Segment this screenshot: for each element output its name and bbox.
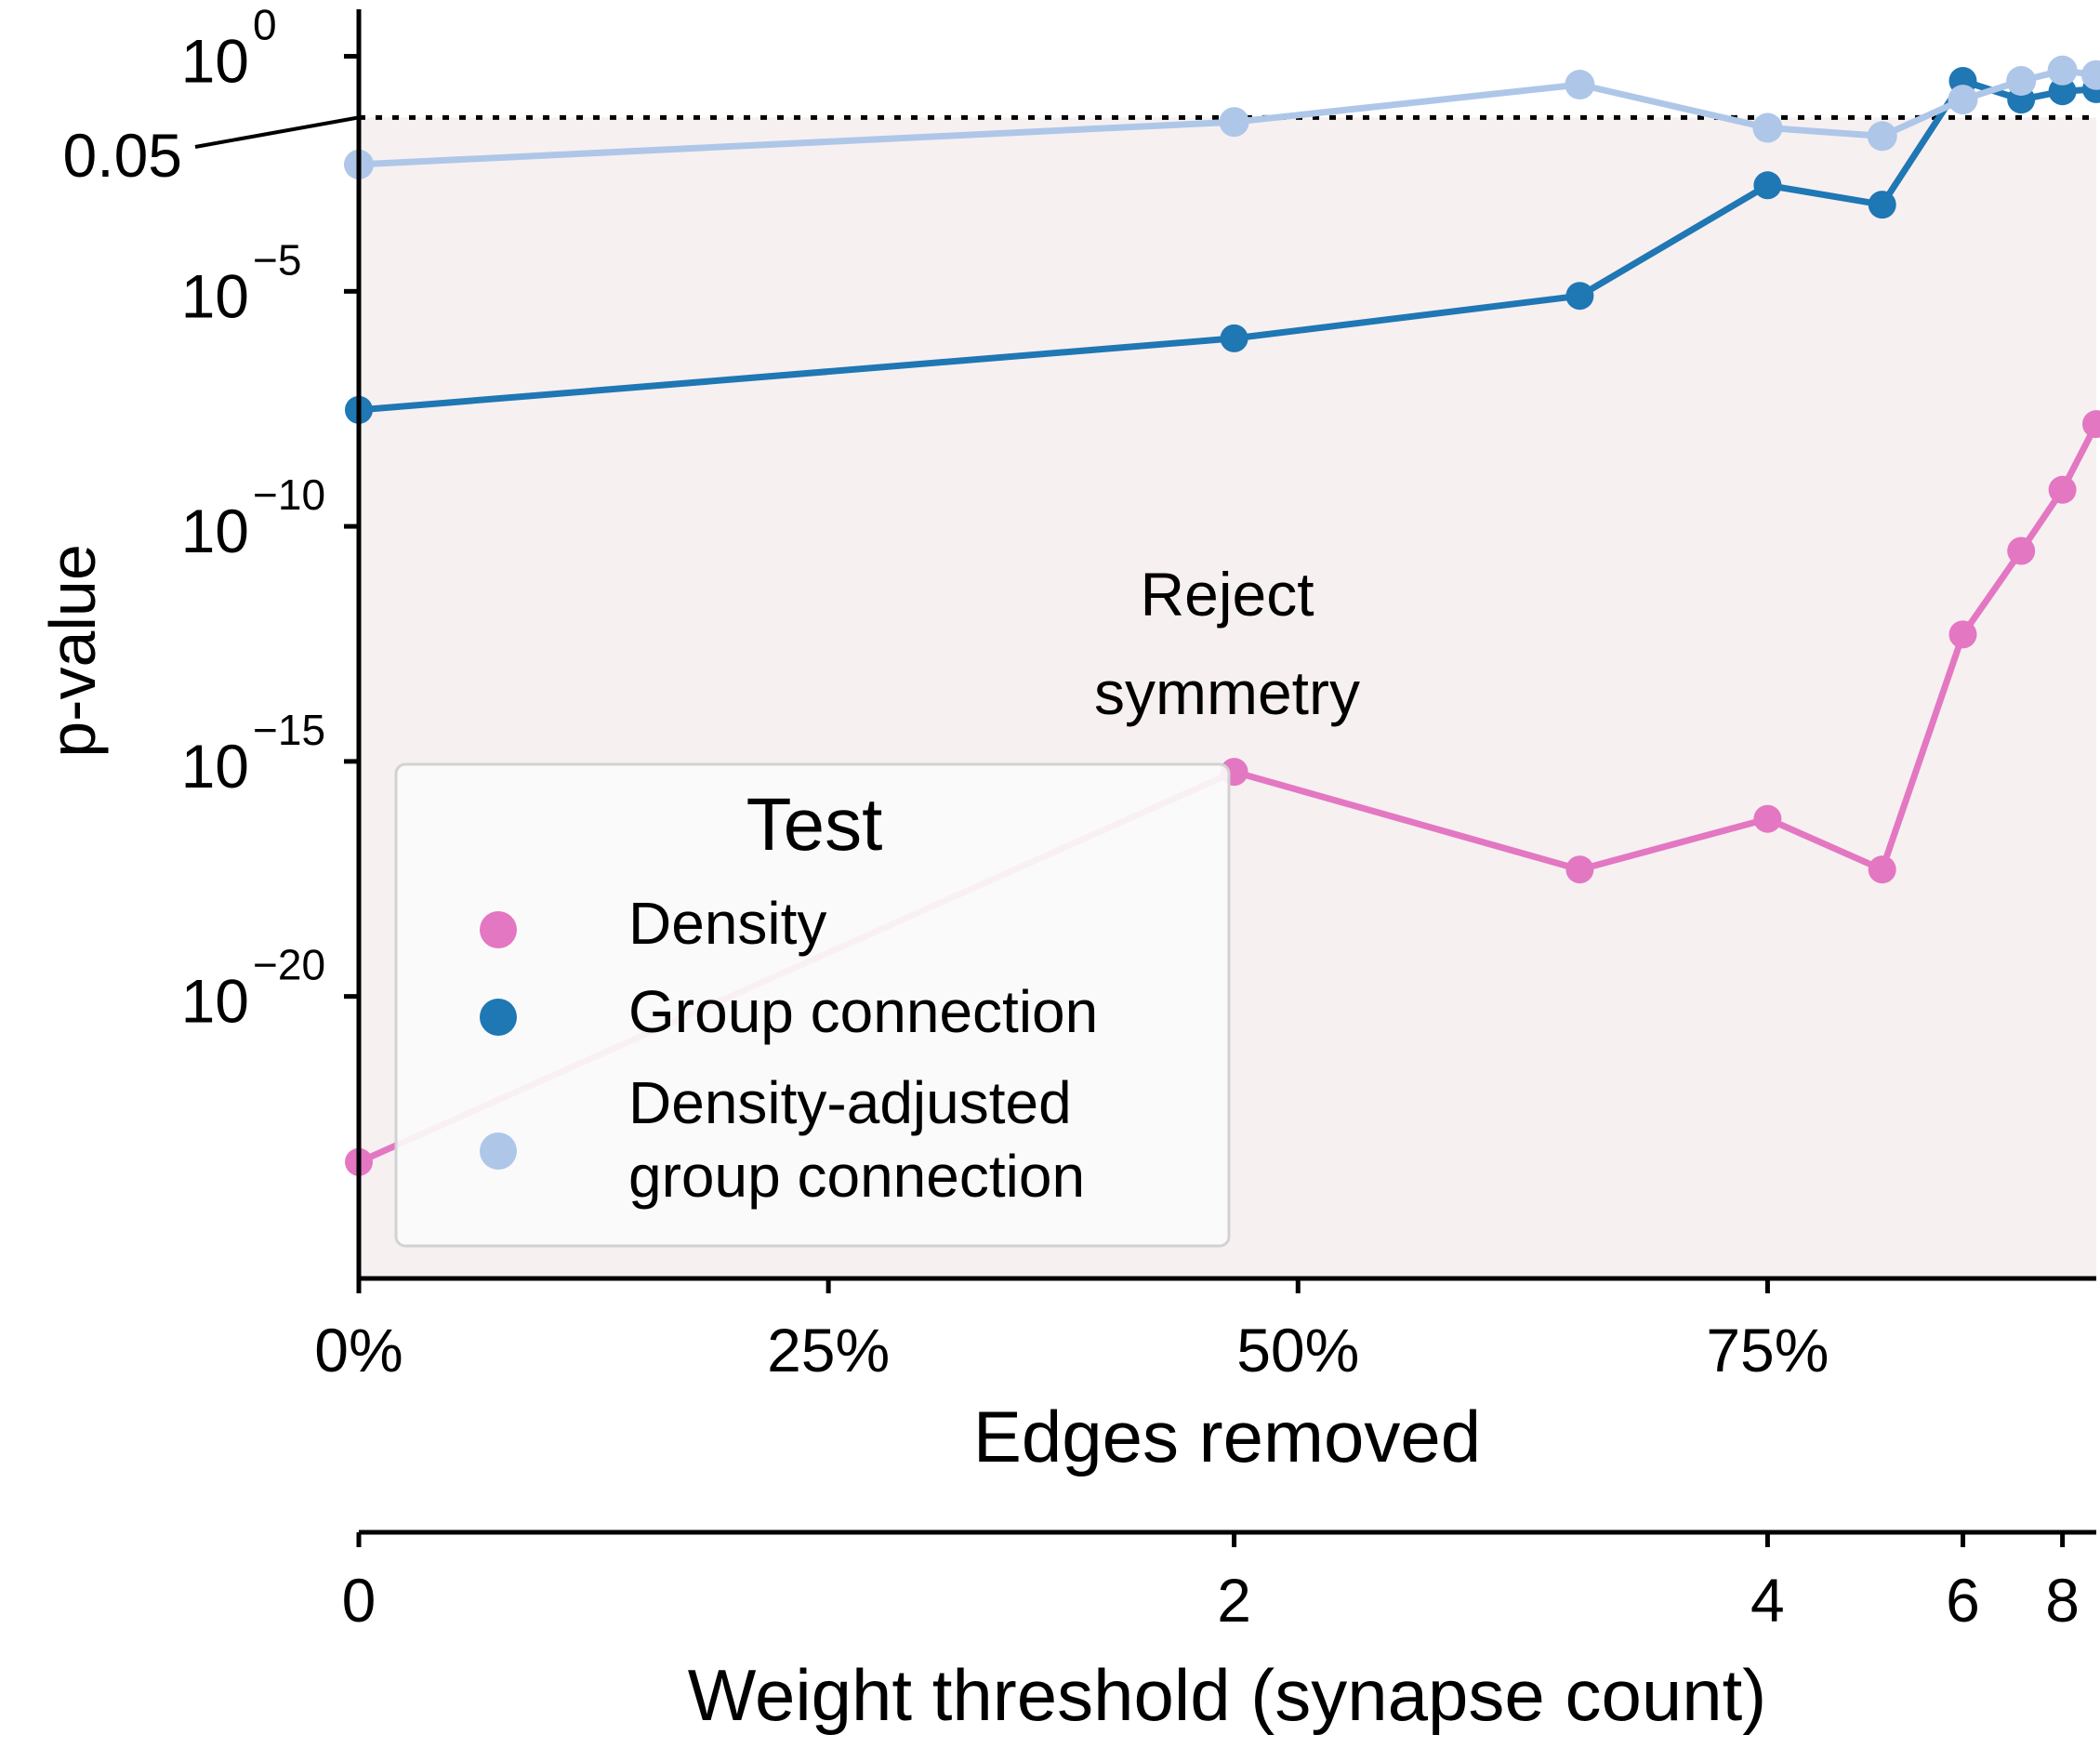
y-tick-exponent: −20 xyxy=(253,941,325,989)
data-point-density xyxy=(2048,475,2077,504)
data-point-density-adjusted-group-connection xyxy=(2006,66,2037,96)
series-layer xyxy=(344,55,2100,1176)
y-tick-exponent: −15 xyxy=(253,706,325,754)
data-point-group-connection xyxy=(1565,282,1594,311)
x-ticks: 0% 25% 50% 75% xyxy=(314,1278,1829,1384)
legend-label-density-adjusted: Density-adjusted xyxy=(628,1069,1072,1136)
x2-axis-label: Weight threshold (synapse count) xyxy=(688,1654,1767,1736)
x-tick-label: 25% xyxy=(767,1316,890,1384)
data-point-density-adjusted-group-connection xyxy=(1219,107,1249,138)
y-axis-label: p-value xyxy=(36,544,109,758)
legend-title: Test xyxy=(746,783,883,866)
data-point-density-adjusted-group-connection xyxy=(1752,113,1783,143)
data-point-density xyxy=(1948,620,1977,649)
x-tick-label: 75% xyxy=(1706,1316,1829,1384)
legend-marker-density xyxy=(480,911,517,948)
data-point-density xyxy=(1753,804,1782,833)
threshold-label: 0.05 xyxy=(63,121,182,190)
legend-box xyxy=(394,762,1231,1248)
legend-label-density-adjusted-2: group connection xyxy=(628,1143,1085,1210)
x2-tick-label: 0 xyxy=(342,1566,376,1635)
region-label: symmetry xyxy=(1094,658,1360,727)
x2-tick-label: 4 xyxy=(1750,1566,1785,1635)
x2-tick-label: 6 xyxy=(1946,1566,1980,1635)
x-tick-label: 50% xyxy=(1236,1316,1359,1384)
data-point-group-connection xyxy=(1753,171,1782,200)
data-point-density xyxy=(2007,536,2036,565)
data-point-density-adjusted-group-connection xyxy=(1867,121,1897,152)
y-tick-label: 10 xyxy=(181,261,249,330)
legend-label-group-connection: Group connection xyxy=(628,978,1098,1045)
data-point-density xyxy=(1868,855,1896,884)
data-point-density-adjusted-group-connection xyxy=(2081,60,2100,90)
y-tick-exponent: −5 xyxy=(253,235,301,284)
threshold-leader xyxy=(194,115,360,149)
legend: Test Density Group connection Density-ad… xyxy=(394,762,1231,1248)
x-axis-label: Edges removed xyxy=(973,1396,1481,1477)
x2-tick-label: 2 xyxy=(1217,1566,1251,1635)
y-tick-label: 10 xyxy=(181,967,249,1036)
x-tick-label: 0% xyxy=(314,1316,403,1384)
data-point-density xyxy=(2082,410,2100,439)
data-point-density-adjusted-group-connection xyxy=(2047,55,2078,86)
y-tick-label: 10 xyxy=(181,497,249,565)
data-point-density-adjusted-group-connection xyxy=(1565,70,1595,99)
x2-tick-label: 8 xyxy=(2045,1566,2080,1635)
y-tick-label: 10 xyxy=(181,27,249,96)
legend-marker-density-adjusted xyxy=(480,1132,517,1170)
y-tick-exponent: −10 xyxy=(253,470,325,519)
legend-marker-group-connection xyxy=(480,999,517,1036)
y-tick-label: 10 xyxy=(181,732,249,801)
data-point-group-connection xyxy=(1868,191,1896,219)
data-point-group-connection xyxy=(2048,77,2077,106)
legend-label-density: Density xyxy=(628,890,826,957)
data-point-density-adjusted-group-connection xyxy=(1948,85,1978,115)
data-point-density xyxy=(1565,855,1594,884)
data-point-group-connection xyxy=(1220,324,1248,352)
y-tick-exponent: 0 xyxy=(253,1,277,49)
region-label: Reject xyxy=(1140,560,1314,629)
